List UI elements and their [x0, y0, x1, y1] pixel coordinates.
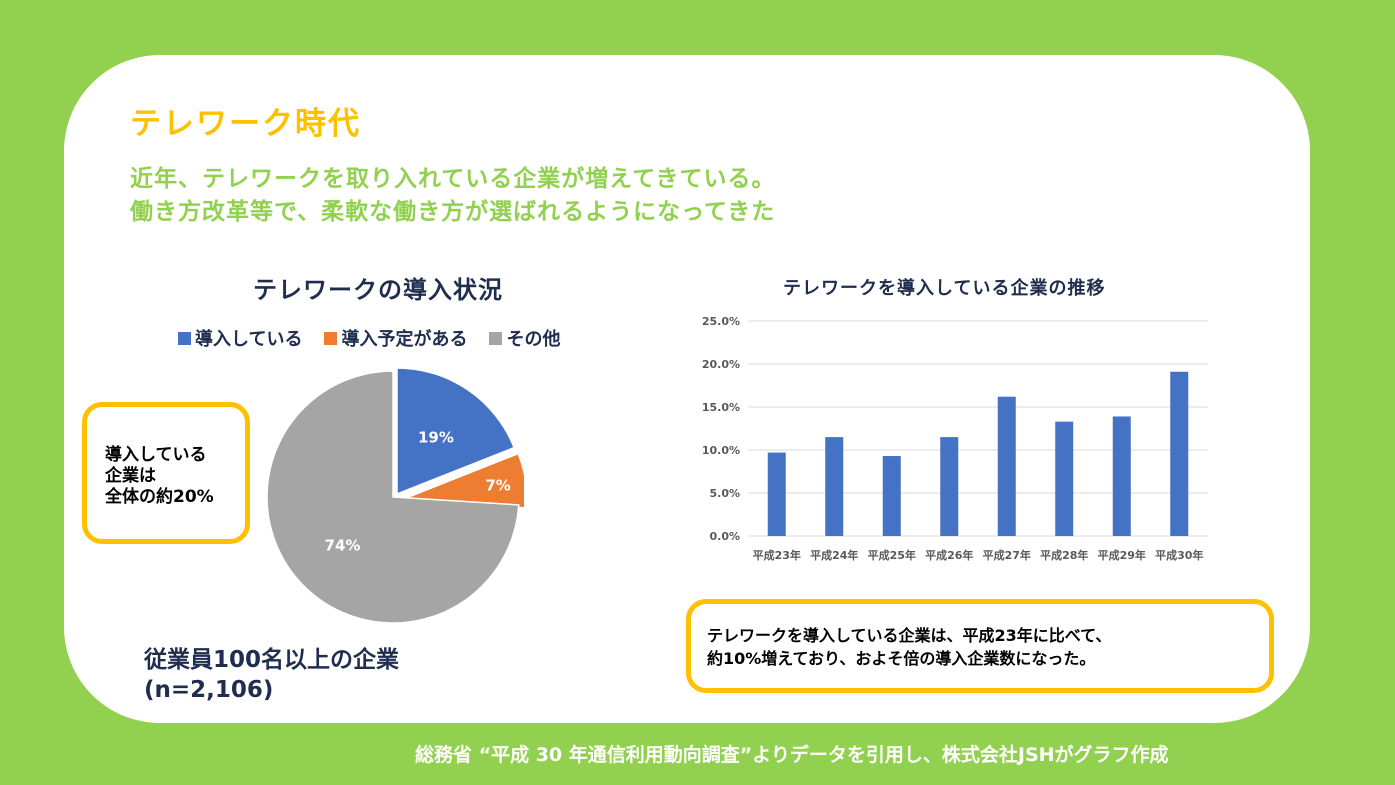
callout-left-line-3: 全体の約20%: [105, 487, 214, 507]
pie-slice-planned: [400, 452, 524, 509]
legend-swatch-blue: [178, 331, 191, 345]
x-tick-label-2: 平成25年: [868, 548, 916, 562]
sample-note: 従業員100名以上の企業 (n=2,106): [144, 645, 399, 705]
legend-item-planned: 導入予定がある: [324, 325, 467, 351]
bar-3: [940, 437, 959, 536]
x-tick-label-0: 平成23年: [753, 548, 801, 562]
pie-label-1: 7%: [485, 477, 510, 495]
bar-2: [882, 456, 901, 536]
bar-0: [767, 452, 786, 536]
legend-swatch-orange: [324, 331, 338, 345]
pie-legend: 導入している 導入予定がある その他: [178, 325, 560, 351]
bar-chart-title: テレワークを導入している企業の推移: [783, 278, 1106, 299]
x-tick-label-5: 平成28年: [1040, 548, 1088, 562]
callout-left-line-2: 企業は: [105, 466, 156, 486]
slide-title: テレワーク時代: [130, 106, 361, 142]
legend-item-adopted: 導入している: [178, 325, 302, 351]
y-tick-label-5: 25.0%: [702, 315, 740, 328]
pie-label-2: 74%: [325, 536, 361, 554]
callout-adoption-rate: 導入している 企業は 全体の約20%: [82, 402, 250, 544]
legend-label-planned: 導入予定がある: [341, 329, 468, 350]
bar-1: [825, 437, 844, 536]
bar-chart: 0.0%5.0%10.0%15.0%20.0%25.0%平成23年 平成24年 平成…: [702, 315, 1208, 562]
legend-item-other: その他: [489, 325, 560, 351]
sample-note-line-1: 従業員100名以上の企業: [144, 647, 400, 673]
source-citation: 総務省 “平成 30 年通信利用動向調査”よりデータを引用し、株式会社JSHがグ…: [415, 744, 1169, 766]
bar-4: [997, 396, 1016, 536]
x-tick-label-4: 平成27年: [983, 548, 1031, 562]
callout-right-line-1: テレワークを導入している企業は、平成23年に比べて、: [707, 626, 1112, 645]
bar-7: [1170, 371, 1189, 536]
pie-slice-other: [266, 370, 520, 624]
x-tick-label-6: 平成29年: [1098, 548, 1146, 562]
callout-right-line-2: 約10%増えており、およそ倍の導入企業数になった。: [707, 649, 1096, 668]
slide-subtitle: 近年、テレワークを取り入れている企業が増えてきている。 働き方改革等で、柔軟な働…: [130, 163, 775, 229]
callout-left-line-1: 導入している: [105, 445, 207, 465]
y-tick-label-2: 10.0%: [702, 444, 740, 457]
bar-5: [1055, 421, 1074, 536]
x-tick-label-1: 平成24年: [810, 548, 858, 562]
x-tick-label-7: 平成30年: [1155, 548, 1203, 562]
legend-label-other: その他: [506, 329, 561, 350]
pie-label-0: 19%: [418, 429, 454, 447]
y-tick-label-3: 15.0%: [702, 401, 740, 414]
pie-chart-title: テレワークの導入状況: [253, 276, 503, 304]
bar-6: [1112, 416, 1131, 536]
subtitle-line-2: 働き方改革等で、柔軟な働き方が選ばれるようになってきた: [130, 199, 776, 225]
sample-note-line-2: (n=2,106): [144, 677, 274, 703]
y-tick-label-4: 20.0%: [702, 358, 740, 371]
legend-swatch-gray: [489, 331, 503, 345]
pie-chart: 19% 7% 74%: [266, 367, 524, 624]
y-tick-label-1: 5.0%: [709, 487, 740, 500]
callout-growth: テレワークを導入している企業は、平成23年に比べて、 約10%増えており、およそ…: [686, 599, 1274, 693]
x-tick-label-3: 平成26年: [925, 548, 973, 562]
subtitle-line-1: 近年、テレワークを取り入れている企業が増えてきている。: [130, 166, 776, 192]
y-tick-label-0: 0.0%: [709, 530, 740, 543]
pie-slice-adopted: [396, 367, 516, 496]
legend-label-adopted: 導入している: [195, 329, 303, 350]
